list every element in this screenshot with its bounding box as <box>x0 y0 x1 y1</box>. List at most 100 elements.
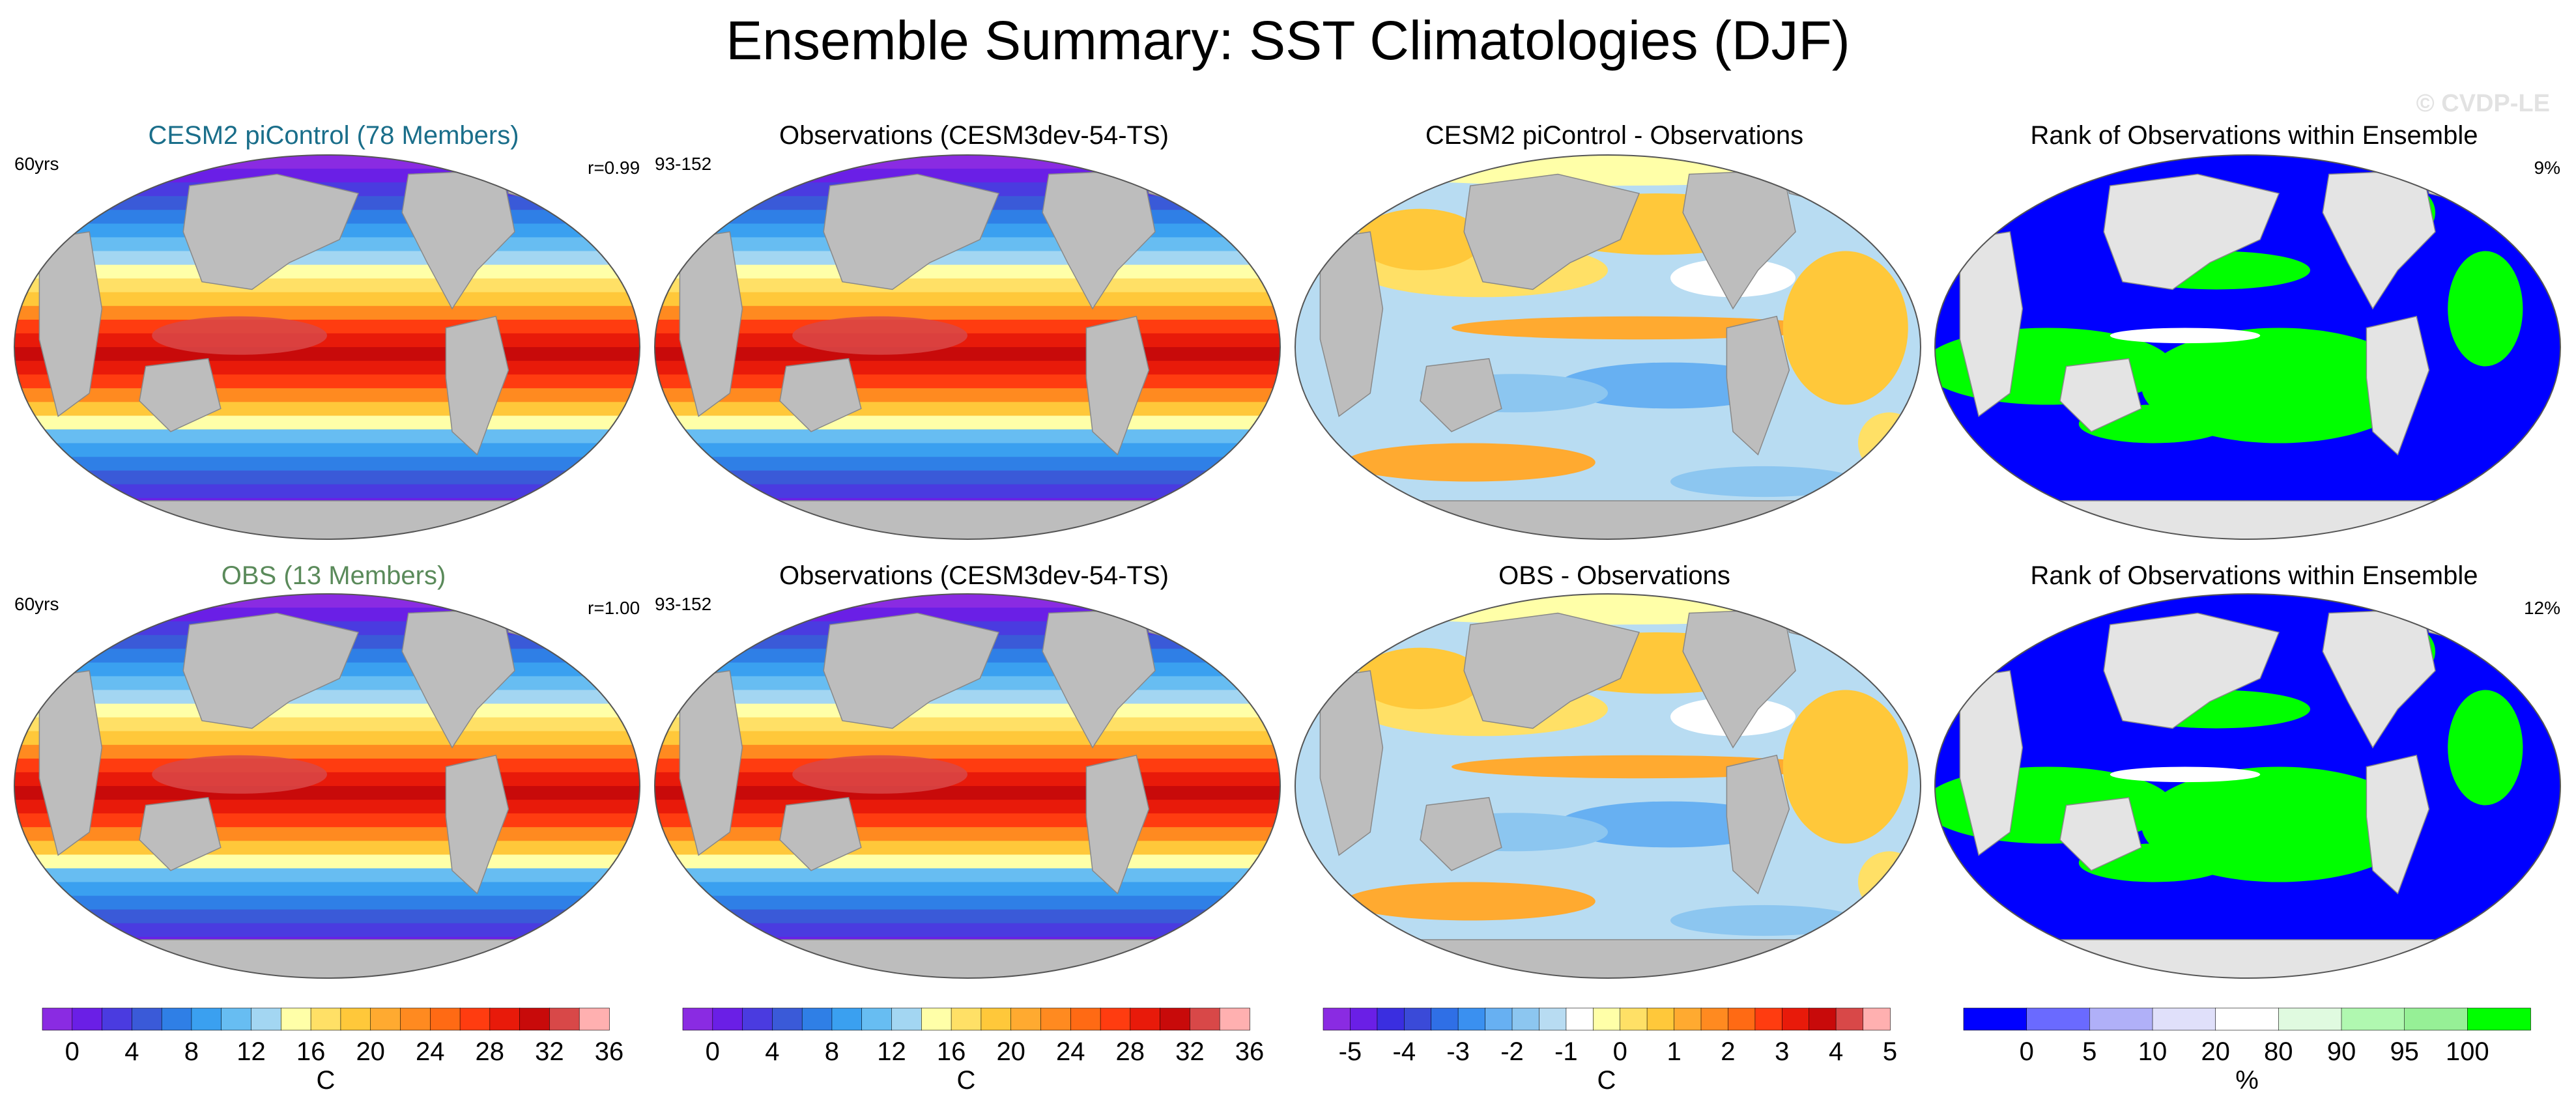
colorbar-box <box>1190 1007 1221 1031</box>
sst-band <box>655 251 1280 266</box>
colorbar-box <box>1835 1007 1864 1031</box>
panel-title: Observations (CESM3dev-54-TS) <box>779 561 1169 590</box>
colorbar-box <box>459 1007 491 1031</box>
sst-band <box>655 690 1280 705</box>
colorbar-tick-label: 3 <box>1775 1037 1789 1066</box>
colorbar-box <box>801 1007 833 1031</box>
sst-band <box>14 923 640 938</box>
sst-band <box>14 169 640 184</box>
map-field <box>14 594 640 978</box>
colorbar-box <box>370 1007 401 1031</box>
sst-band <box>14 594 640 609</box>
colorbar-box <box>1863 1007 1891 1031</box>
colorbar-box <box>340 1007 371 1031</box>
colorbar-unit: C <box>317 1066 336 1095</box>
panel-title: OBS (13 Members) <box>221 561 446 590</box>
sst-band <box>14 758 640 773</box>
colorbar-tick-label: 100 <box>2446 1037 2489 1066</box>
colorbar-box <box>1646 1007 1675 1031</box>
colorbar-tick-label: -5 <box>1339 1037 1362 1066</box>
anomaly-blob <box>1782 251 1908 405</box>
panel-title: CESM2 piControl (78 Members) <box>148 121 519 150</box>
land-africa <box>38 670 103 856</box>
sst-band <box>655 292 1280 307</box>
sst-band <box>14 443 640 458</box>
colorbar-box <box>921 1007 952 1031</box>
sst-band <box>655 264 1280 279</box>
sst-band <box>655 347 1280 362</box>
colorbar-tick-label: 5 <box>2082 1037 2097 1066</box>
land-samerica <box>445 754 509 895</box>
sst-band <box>14 278 640 293</box>
colorbar-box <box>1700 1007 1729 1031</box>
map-field <box>14 155 640 539</box>
land-australia <box>139 796 222 871</box>
sst-band <box>655 608 1280 623</box>
colorbar-rank: 0 5 10 20 80 90 95 100% <box>1963 1007 2531 1095</box>
colorbar-box <box>861 1007 893 1031</box>
sst-band <box>14 813 640 828</box>
land-africa <box>1319 670 1384 856</box>
map-panel-5 <box>14 593 640 979</box>
map-panel-1 <box>14 154 640 540</box>
colorbar-box <box>1781 1007 1810 1031</box>
sst-band <box>14 772 640 787</box>
colorbar-tick-label: 5 <box>1883 1037 1897 1066</box>
land-asia <box>1463 173 1640 290</box>
warm-pool <box>792 755 967 794</box>
land-australia <box>2059 358 2142 432</box>
colorbar-box <box>400 1007 431 1031</box>
anomaly-blob <box>1326 155 1889 186</box>
sst-band <box>655 909 1280 924</box>
land-asia <box>2103 612 2280 729</box>
sst-band <box>655 868 1280 883</box>
colorbar-sst-2: 0 4 8 12 16 20 24 28 32 36 C <box>682 1007 1264 1095</box>
sst-band <box>14 800 640 815</box>
sst-band <box>655 470 1280 485</box>
colorbar-box <box>72 1007 103 1031</box>
colorbar-box <box>1728 1007 1756 1031</box>
colorbar-tick-label: 32 <box>1175 1037 1205 1066</box>
land-asia <box>2103 173 2280 290</box>
colorbar-box <box>1809 1007 1837 1031</box>
sst-band <box>14 895 640 910</box>
sst-band <box>14 333 640 348</box>
sst-band <box>655 827 1280 842</box>
map-panel-7 <box>1295 593 1921 979</box>
map-border <box>1295 154 1921 540</box>
colorbar-tick-label: 20 <box>2201 1037 2230 1066</box>
colorbar-tick-label: 28 <box>1116 1037 1145 1066</box>
sst-band <box>655 305 1280 320</box>
sst-band <box>14 608 640 623</box>
colorbar-box <box>2152 1007 2216 1031</box>
colorbar-box <box>2278 1007 2342 1031</box>
sst-band <box>14 690 640 705</box>
map-panel-4 <box>1934 154 2561 540</box>
colorbar-box <box>280 1007 311 1031</box>
map-panel-6 <box>654 593 1281 979</box>
colorbar-box <box>1754 1007 1783 1031</box>
sst-band <box>14 374 640 389</box>
colorbar-tick-label: 4 <box>765 1037 779 1066</box>
warm-pool <box>152 755 327 794</box>
colorbar-box <box>579 1007 610 1031</box>
colorbar-box <box>772 1007 803 1031</box>
land-africa <box>1959 231 2024 417</box>
sst-band <box>655 854 1280 869</box>
colorbar-box <box>42 1007 73 1031</box>
sst-band <box>14 786 640 801</box>
land-asia <box>823 612 1000 729</box>
map-border <box>1934 593 2561 979</box>
colorbar-tick-label: 4 <box>1829 1037 1843 1066</box>
colorbar-tick-label: 10 <box>2138 1037 2168 1066</box>
sst-band <box>14 305 640 320</box>
colorbar-box <box>2467 1007 2531 1031</box>
land-africa <box>679 231 743 417</box>
colorbar-box <box>1100 1007 1131 1031</box>
colorbar-box <box>2026 1007 2091 1031</box>
sst-band <box>14 319 640 334</box>
panel-left-note: 93-152 <box>655 594 712 614</box>
map-border <box>14 154 640 540</box>
land-samerica <box>1726 315 1790 456</box>
map-border <box>654 593 1281 979</box>
